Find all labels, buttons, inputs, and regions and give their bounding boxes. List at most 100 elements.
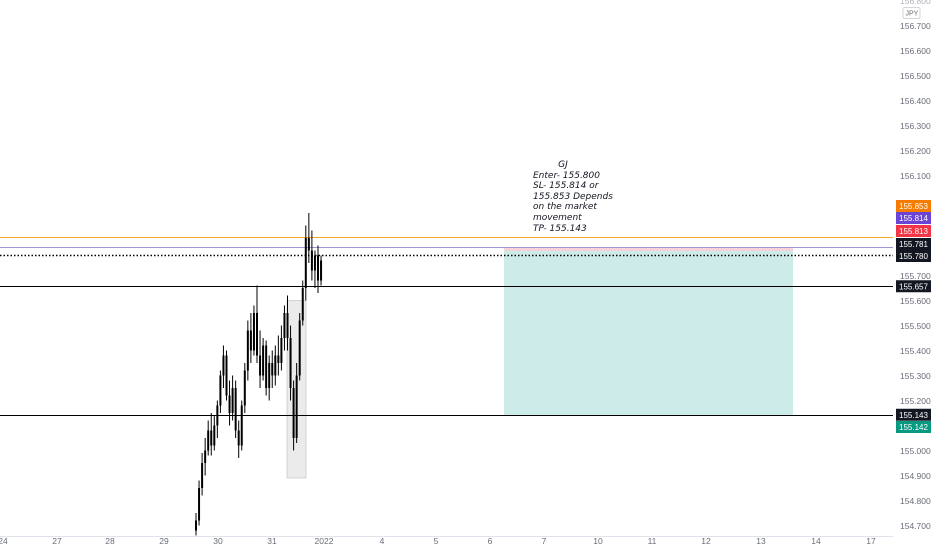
candle-body [310,250,313,271]
candle-body [249,330,252,351]
candle-body [216,405,219,426]
trade-note-title: GJ [558,160,568,170]
zones-layer [286,247,793,479]
y-tick-label: 154.900 [900,471,931,481]
y-tick-label: 156.600 [900,46,931,56]
price-badge-label: 155.814 [899,214,928,223]
candles-layer [195,213,323,536]
candle-body [262,345,265,376]
price-badge-label: 155.813 [899,227,928,236]
price-badge-label: 155.657 [899,282,928,291]
x-tick-label: 7 [542,536,547,546]
candle-body [277,355,280,363]
candle-body [298,320,301,376]
candle-body [271,363,274,376]
x-tick-label: 14 [811,536,821,546]
candle-body [219,375,222,406]
candle-body [237,430,240,446]
candle-body [243,370,246,406]
candle-body [259,355,262,376]
candle-body [307,238,310,251]
badges-layer: 155.853 155.814 155.813 155.781 155.780 155.6… [896,200,931,433]
price-badge-label: 155.143 [899,411,928,420]
y-tick-label: 155.600 [900,296,931,306]
price-badge-label: 155.781 [899,240,928,249]
y-tick-label: 156.200 [900,146,931,156]
price-badge [896,238,931,250]
x-tick-label: 17 [866,536,876,546]
price-badge [896,200,931,212]
price-badge [896,212,931,224]
candle-body [317,255,319,281]
candle-body [268,363,271,388]
candle-body [207,430,210,451]
y-tick-label: 155.700 [900,271,931,281]
x-tick-label: 6 [488,536,493,546]
x-tick-label: 27 [52,536,62,546]
y-tick-label: 156.500 [900,71,931,81]
candle-body [280,338,283,363]
y-tick-label: 156.700 [900,21,931,31]
lines-layer [0,236,893,417]
price-badge [896,225,931,237]
candle-body [265,345,268,388]
candle-body [313,255,316,271]
y-tick-label: 156.300 [900,121,931,131]
price-badge [896,250,931,262]
trade-note-line: movement [533,212,582,223]
x-tick-label: 29 [159,536,169,546]
candle-body [283,313,286,338]
y-tick-label: 154.800 [900,496,931,506]
x-tick-label: 4 [380,536,385,546]
currency-box [902,7,921,19]
price-badge [896,280,931,293]
candle-body [301,288,304,321]
trade-note-line: SL- 155.814 or [533,181,599,192]
y-tick-label: 155.200 [900,396,931,406]
candle-body [240,405,243,446]
candle-body [320,260,323,281]
price-badge [896,421,931,433]
y-tick-label: 156.100 [900,171,931,181]
y-tick-label: 156.400 [900,96,931,106]
stop-loss-zone [504,247,793,251]
x-tick-label: 24 [0,536,8,546]
price-badge-label: 155.853 [899,202,928,211]
candle-body [234,388,237,431]
x-tick-label: 5 [434,536,439,546]
y-tick-label: 155.500 [900,321,931,331]
trade-note-line: Enter- 155.800 [533,170,600,181]
candle-body [246,330,249,371]
trade-note-line: TP- 155.143 [533,223,587,234]
candle-body [213,425,216,446]
price-badge [896,408,931,421]
currency-label: JPY [906,11,919,18]
x-tick-label: 13 [756,536,766,546]
candle-body [256,313,258,356]
candle-body [222,355,225,376]
candle-body [295,375,298,438]
x-tick-label: 11 [648,536,657,546]
candle-body [289,338,292,388]
candle-body [198,488,201,521]
price-badge-label: 155.142 [899,423,928,432]
candle-body [204,450,207,463]
y-tick-label: 154.700 [900,521,931,531]
candle-body [252,313,255,351]
candle-body [274,355,277,376]
y-tick-label: 155.300 [900,371,931,381]
candle-body [228,395,231,413]
x-tick-label: 31 [267,536,277,546]
candle-body [304,238,307,288]
trade-note: GJ Enter- 155.800 SL- 155.814 or 155.853… [533,160,643,234]
candle-body [225,355,228,396]
take-profit-zone [504,251,793,416]
x-tick-label: 2022 [315,536,334,546]
y-tick-label: 155.400 [900,346,931,356]
y-tick-label: 155.000 [900,446,931,456]
x-tick-label: 28 [105,536,115,546]
trade-note-line: 155.853 Depends [533,191,613,202]
candle-body [292,388,295,438]
